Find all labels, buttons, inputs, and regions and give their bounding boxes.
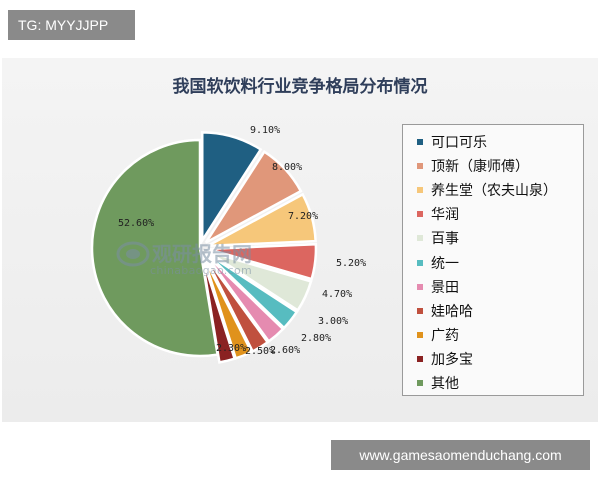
legend-label: 加多宝 (431, 351, 473, 368)
pie-slice (204, 253, 285, 344)
pie-slice (204, 150, 303, 244)
legend-label: 华润 (431, 207, 459, 224)
pie-slice (206, 250, 313, 313)
legend-label: 其他 (431, 376, 459, 392)
legend-label: 顶新（康师傅） (431, 159, 529, 176)
pie-slice (200, 255, 237, 364)
legend-swatch (417, 307, 423, 314)
slice-data-label: 52.60% (118, 218, 154, 229)
legend: 可口可乐顶新（康师傅） 养生堂（农夫山泉） 华润百事统一景田娃哈哈广药加多宝其他 (402, 124, 584, 396)
slice-data-label: 2.80% (301, 333, 331, 344)
legend-swatch (417, 187, 423, 194)
legend-item: 景田 (417, 276, 459, 298)
pie-slice (205, 251, 299, 330)
slice-data-label: 2.50% (245, 346, 275, 357)
slice-data-label: 5.20% (336, 258, 366, 269)
slice-data-label: 3.00% (318, 316, 348, 327)
legend-swatch (417, 283, 423, 290)
pie-slice (207, 192, 317, 248)
slice-data-label: 2.60% (270, 345, 300, 356)
slice-data-label: 4.70% (322, 289, 352, 300)
legend-item: 养生堂（农夫山泉） (417, 179, 557, 201)
bottom-tag: www.gamesaomenduchang.com (331, 440, 590, 470)
watermark-url: chinabaogao.com (150, 264, 252, 277)
watermark-name: 观研报告网 (152, 242, 252, 266)
legend-item: 广药 (417, 324, 459, 346)
legend-swatch (417, 259, 423, 266)
legend-item: 其他 (417, 372, 459, 394)
legend-item: 可口可乐 (417, 131, 487, 153)
legend-item: 百事 (417, 227, 459, 249)
legend-label: 广药 (431, 327, 459, 344)
legend-item: 娃哈哈 (417, 300, 473, 322)
legend-item: 统一 (417, 252, 459, 274)
legend-label: 景田 (431, 279, 459, 296)
legend-label: 百事 (431, 231, 459, 248)
legend-item: 华润 (417, 203, 459, 225)
top-tag: TG: MYYJJPP (8, 10, 135, 40)
legend-swatch (417, 355, 423, 362)
slice-data-label: 7.20% (288, 211, 318, 222)
legend-label: 统一 (431, 255, 459, 272)
pie-slice (90, 138, 220, 358)
watermark-logo-icon (116, 241, 150, 267)
chart-title: 我国软饮料行业竞争格局分布情况 (172, 77, 428, 97)
legend-label: 养生堂（农夫山泉） (431, 183, 557, 200)
legend-item: 加多宝 (417, 348, 473, 370)
legend-swatch (417, 211, 423, 218)
pie-slice (203, 254, 270, 354)
slice-data-label: 9.10% (250, 125, 280, 136)
legend-swatch (417, 331, 423, 338)
legend-label: 可口可乐 (431, 135, 487, 151)
slice-data-label: 2.30% (216, 343, 246, 354)
legend-swatch (417, 139, 423, 145)
legend-swatch (417, 380, 423, 386)
legend-label: 娃哈哈 (431, 303, 473, 320)
legend-swatch (417, 235, 423, 242)
pie-slice (207, 242, 318, 281)
slice-data-label: 8.00% (272, 162, 302, 173)
legend-item: 顶新（康师傅） (417, 155, 529, 177)
pie-slice (201, 131, 263, 245)
legend-swatch (417, 163, 423, 170)
